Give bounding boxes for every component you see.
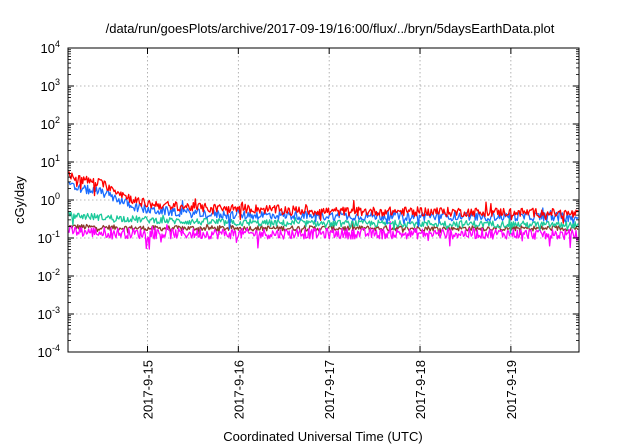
y-tick-label: 10-2 [38,267,60,284]
x-tick-label: 2017-9-19 [504,360,519,419]
grid [68,48,579,352]
y-axis-label: cGy/day [12,176,27,224]
y-tick-label: 102 [41,115,60,132]
y-tick-label: 10-1 [38,229,60,246]
series-line [68,211,579,235]
y-tick-label: 10-3 [38,305,60,322]
series-line [68,220,579,250]
x-axis-label: Coordinated Universal Time (UTC) [223,429,422,444]
series-line [68,171,579,224]
y-tick-label: 104 [41,39,60,56]
x-tick-label: 2017-9-16 [231,360,246,419]
axis-ticks: 10-4 10-3 10-2 10-1 100 101 102 103 104 2017-9-15… [38,39,579,419]
series-line [68,181,579,230]
y-tick-label: 101 [41,153,60,170]
x-tick-label: 2017-9-15 [140,360,155,419]
series-line [68,221,579,237]
series-layer [68,171,579,250]
x-tick-label: 2017-9-18 [413,360,428,419]
y-tick-label: 100 [41,191,60,208]
y-tick-label: 103 [41,77,60,94]
y-tick-label: 10-4 [38,343,60,360]
chart-title: /data/run/goesPlots/archive/2017-09-19/1… [106,21,555,36]
x-tick-label: 2017-9-17 [322,360,337,419]
